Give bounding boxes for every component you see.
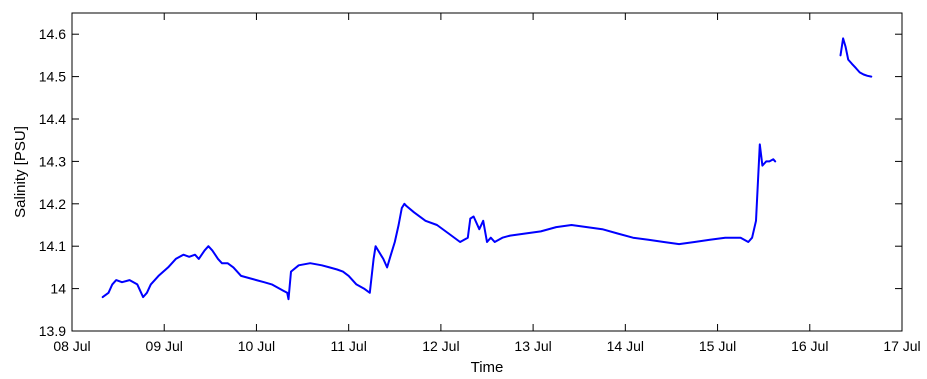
y-tick-label: 14.1: [39, 238, 66, 254]
x-axis: 08 Jul 09 Jul 10 Jul 11 Jul 12 Jul 13 Jul 14 J…: [53, 13, 921, 354]
y-tick-label: 14.2: [39, 196, 66, 212]
plot-area: [71, 12, 903, 332]
y-tick-label: 14: [50, 281, 66, 297]
x-tick-label: 14 Jul: [607, 338, 644, 354]
y-axis-label: Salinity [PSU]: [12, 126, 29, 218]
series-layer: [101, 37, 873, 301]
salinity-series-line: [101, 143, 777, 301]
y-tick-label: 14.6: [39, 26, 66, 42]
y-axis: 13.9 14 14.1 14.2 14.3 14.4 14.5 14.6: [39, 26, 902, 339]
y-tick-label: 14.5: [39, 69, 66, 85]
x-tick-label: 15 Jul: [699, 338, 736, 354]
x-tick-label: 12 Jul: [422, 338, 459, 354]
x-tick-label: 16 Jul: [791, 338, 828, 354]
salinity-series-line: [839, 37, 873, 78]
x-tick-label: 09 Jul: [146, 338, 183, 354]
plot-background: [72, 13, 902, 331]
y-tick-label: 13.9: [39, 323, 66, 339]
x-tick-label: 10 Jul: [238, 338, 275, 354]
x-tick-label: 13 Jul: [514, 338, 551, 354]
x-tick-label: 11 Jul: [331, 338, 367, 354]
x-tick-label: 08 Jul: [53, 338, 90, 354]
x-axis-label: Time: [471, 359, 504, 376]
y-tick-label: 14.4: [39, 111, 66, 127]
plot-frame: [71, 12, 903, 332]
y-tick-label: 14.3: [39, 153, 66, 169]
x-tick-label: 17 Jul: [883, 338, 920, 354]
